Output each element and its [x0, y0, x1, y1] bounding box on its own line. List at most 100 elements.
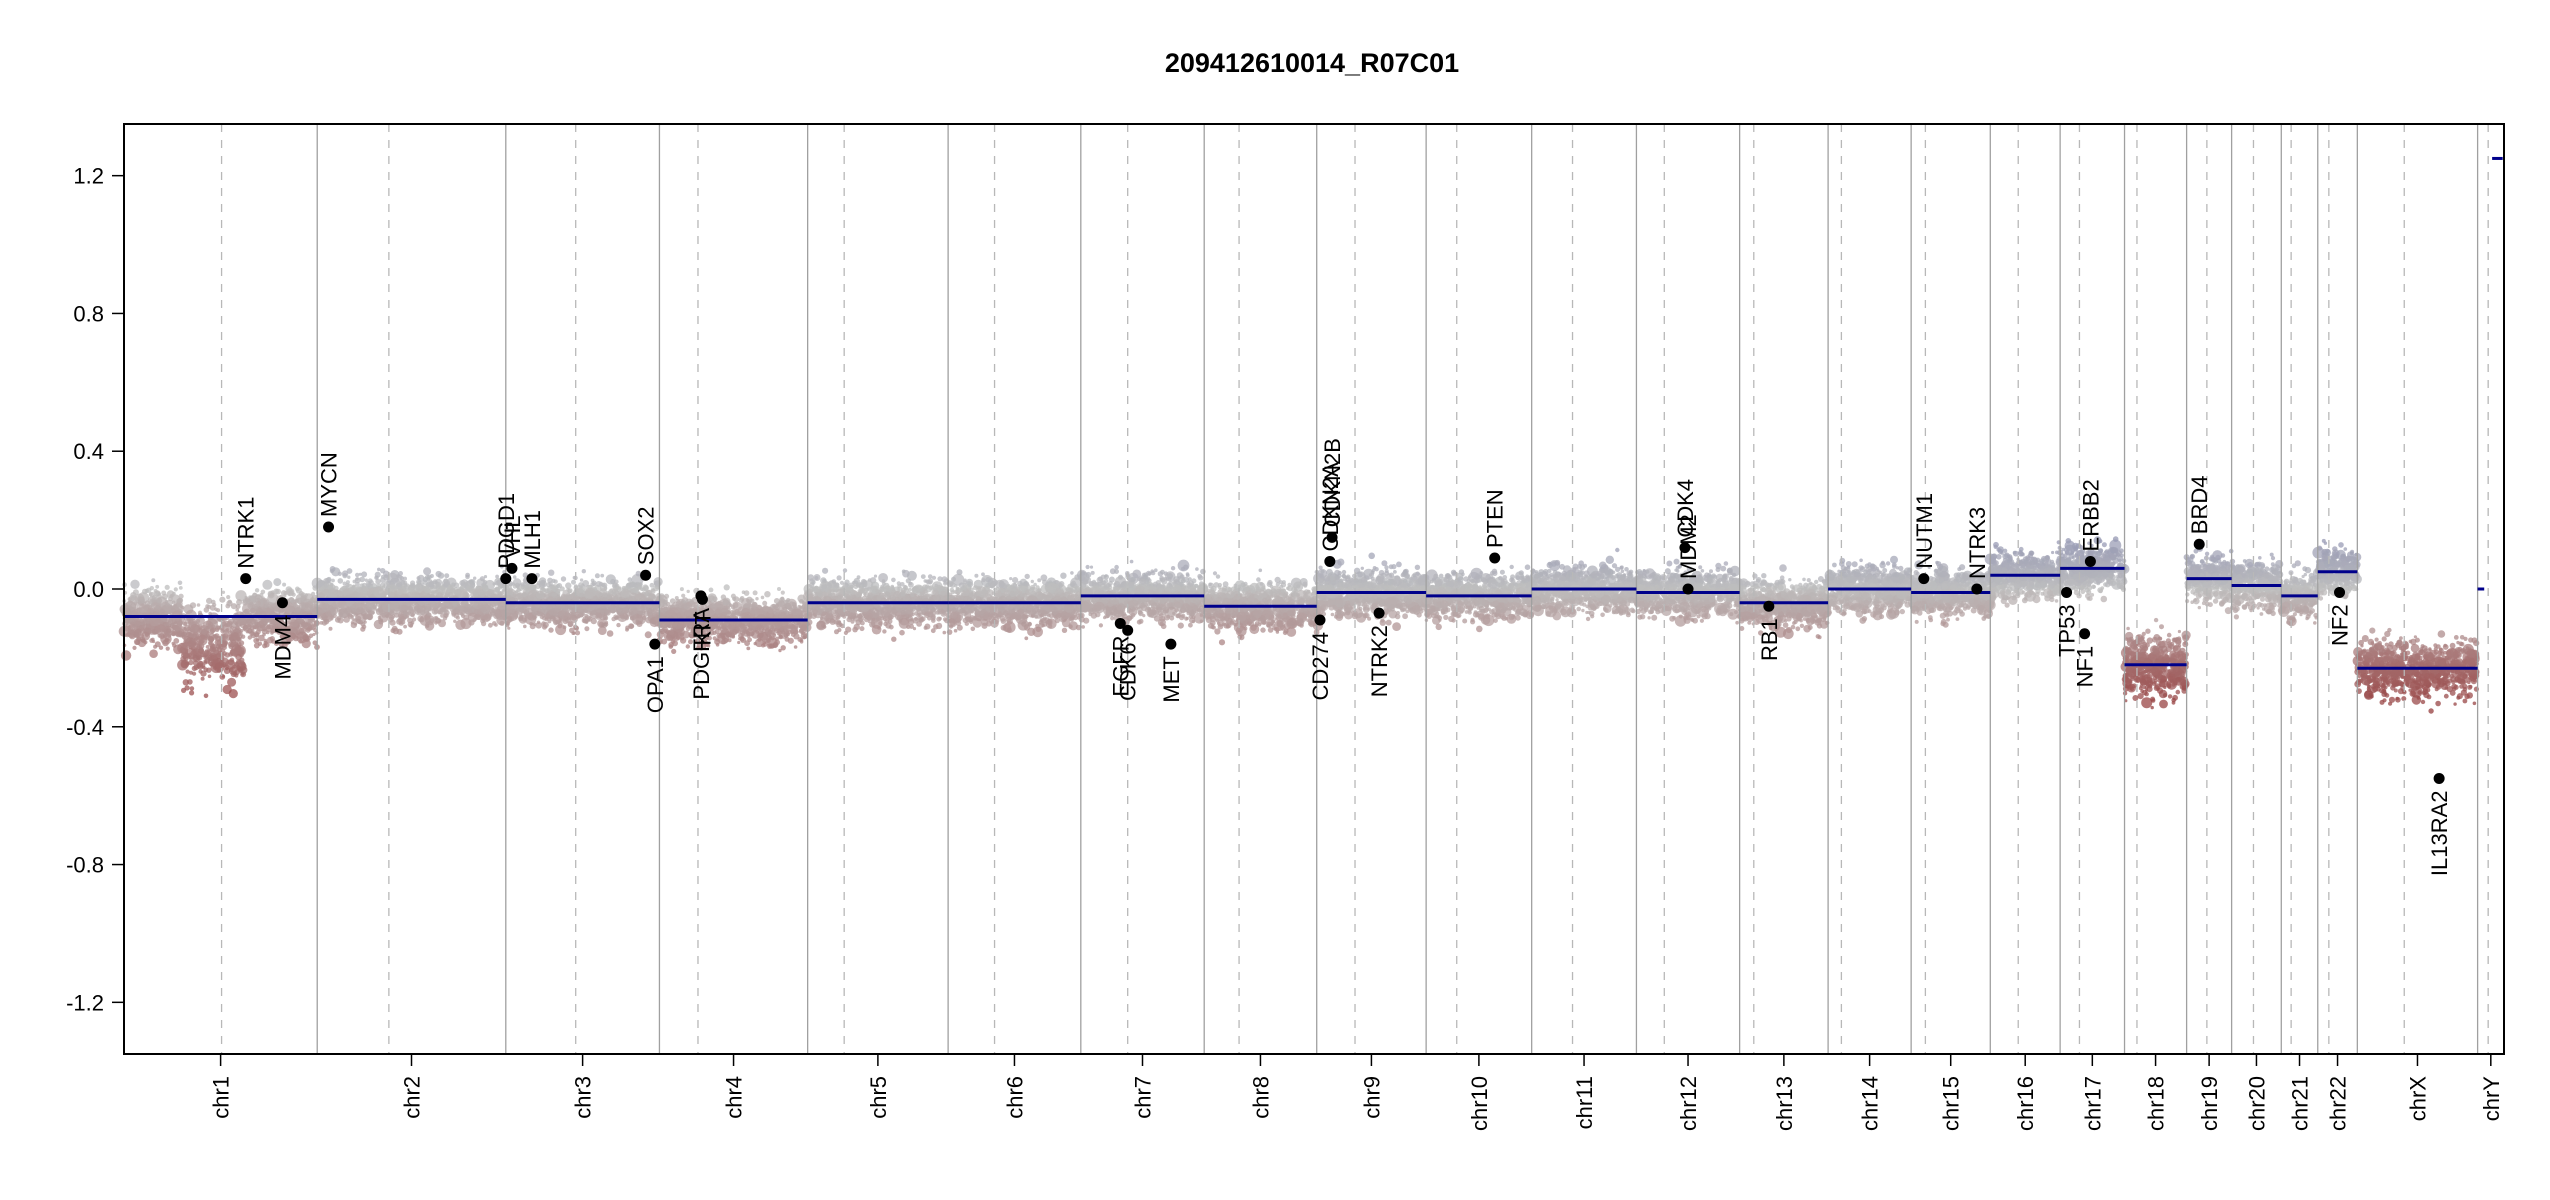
probe-point [756, 633, 763, 639]
probe-point [467, 609, 472, 614]
probe-point [196, 619, 201, 623]
probe-point [273, 641, 279, 646]
probe-point [261, 606, 265, 610]
probe-point [725, 631, 732, 638]
probe-point [715, 643, 720, 647]
probe-point [544, 588, 550, 594]
probe-point [255, 600, 261, 607]
probe-point [417, 588, 423, 593]
probe-point [523, 624, 527, 629]
probe-point [120, 650, 132, 661]
probe-point [305, 627, 311, 633]
probe-point [130, 579, 140, 589]
probe-point [355, 572, 360, 578]
probe-point [602, 605, 607, 609]
probe-point [155, 584, 160, 589]
probe-point [453, 582, 460, 588]
probe-point [187, 629, 192, 634]
probe-point [403, 610, 409, 616]
probe-point [509, 603, 515, 610]
probe-point [172, 631, 177, 635]
probe-point [338, 608, 349, 619]
probe-point [560, 576, 567, 582]
probe-point [191, 665, 198, 672]
probe-point [258, 634, 265, 642]
probe-point [839, 580, 845, 585]
probe-point [601, 622, 608, 628]
probe-point [181, 649, 186, 653]
probe-point [518, 612, 523, 617]
probe-point [459, 585, 465, 590]
probe-point [214, 627, 220, 633]
probe-point [602, 615, 609, 621]
probe-point [493, 600, 498, 605]
probe-point [586, 616, 593, 622]
probe-point [214, 633, 220, 639]
probe-point [177, 597, 183, 604]
probe-point [264, 642, 270, 648]
probe-point [425, 604, 432, 610]
probe-point [470, 592, 475, 597]
probe-point [595, 581, 602, 587]
probe-point [596, 608, 601, 613]
probe-point [196, 651, 202, 657]
probe-point [214, 662, 225, 673]
probe-point [312, 640, 318, 646]
probe-point [737, 640, 741, 645]
probe-point [778, 648, 782, 653]
probe-point [140, 599, 145, 604]
probe-point [375, 601, 382, 607]
probe-point [584, 626, 590, 632]
probe-point [239, 629, 244, 633]
probe-point [605, 574, 616, 585]
probe-point [797, 604, 801, 609]
probe-point [197, 634, 208, 646]
probe-point [196, 603, 201, 607]
probe-point [435, 584, 441, 589]
probe-point [347, 613, 354, 620]
probe-point [654, 581, 659, 586]
probe-point [177, 580, 183, 586]
probe-point [425, 610, 430, 615]
probe-point [459, 611, 464, 616]
probe-point [224, 652, 231, 658]
probe-point [479, 592, 483, 596]
probe-point [529, 596, 535, 601]
probe-point [777, 587, 781, 591]
probe-point [629, 623, 635, 629]
probe-point [569, 594, 574, 599]
probe-point [638, 610, 644, 616]
probe-point [672, 622, 678, 628]
probe-point [278, 641, 285, 647]
probe-point [203, 693, 209, 699]
probe-point [668, 629, 675, 636]
probe-point [347, 575, 351, 579]
probe-point [708, 587, 714, 593]
probe-point [182, 642, 188, 648]
probe-point [435, 570, 442, 578]
probe-point [200, 676, 205, 681]
probe-point [731, 635, 736, 639]
probe-point [746, 646, 751, 651]
probe-point [226, 595, 231, 600]
probe-point [619, 607, 623, 612]
probe-point [548, 627, 554, 633]
probe-point [133, 629, 142, 638]
probe-point [480, 618, 485, 624]
probe-point [398, 571, 403, 576]
probe-point [185, 669, 190, 674]
probe-point [762, 600, 768, 606]
probe-point [626, 590, 632, 596]
probe-point [447, 592, 454, 598]
probe-point [209, 646, 215, 652]
probe-point [512, 584, 518, 589]
probe-point [417, 608, 421, 612]
probe-point [578, 582, 584, 588]
probe-point [784, 630, 788, 634]
probe-point [259, 624, 263, 629]
probe-point [133, 608, 139, 615]
probe-point [435, 603, 439, 607]
probe-point [237, 632, 242, 636]
probe-point [783, 625, 789, 631]
probe-point [328, 626, 333, 631]
